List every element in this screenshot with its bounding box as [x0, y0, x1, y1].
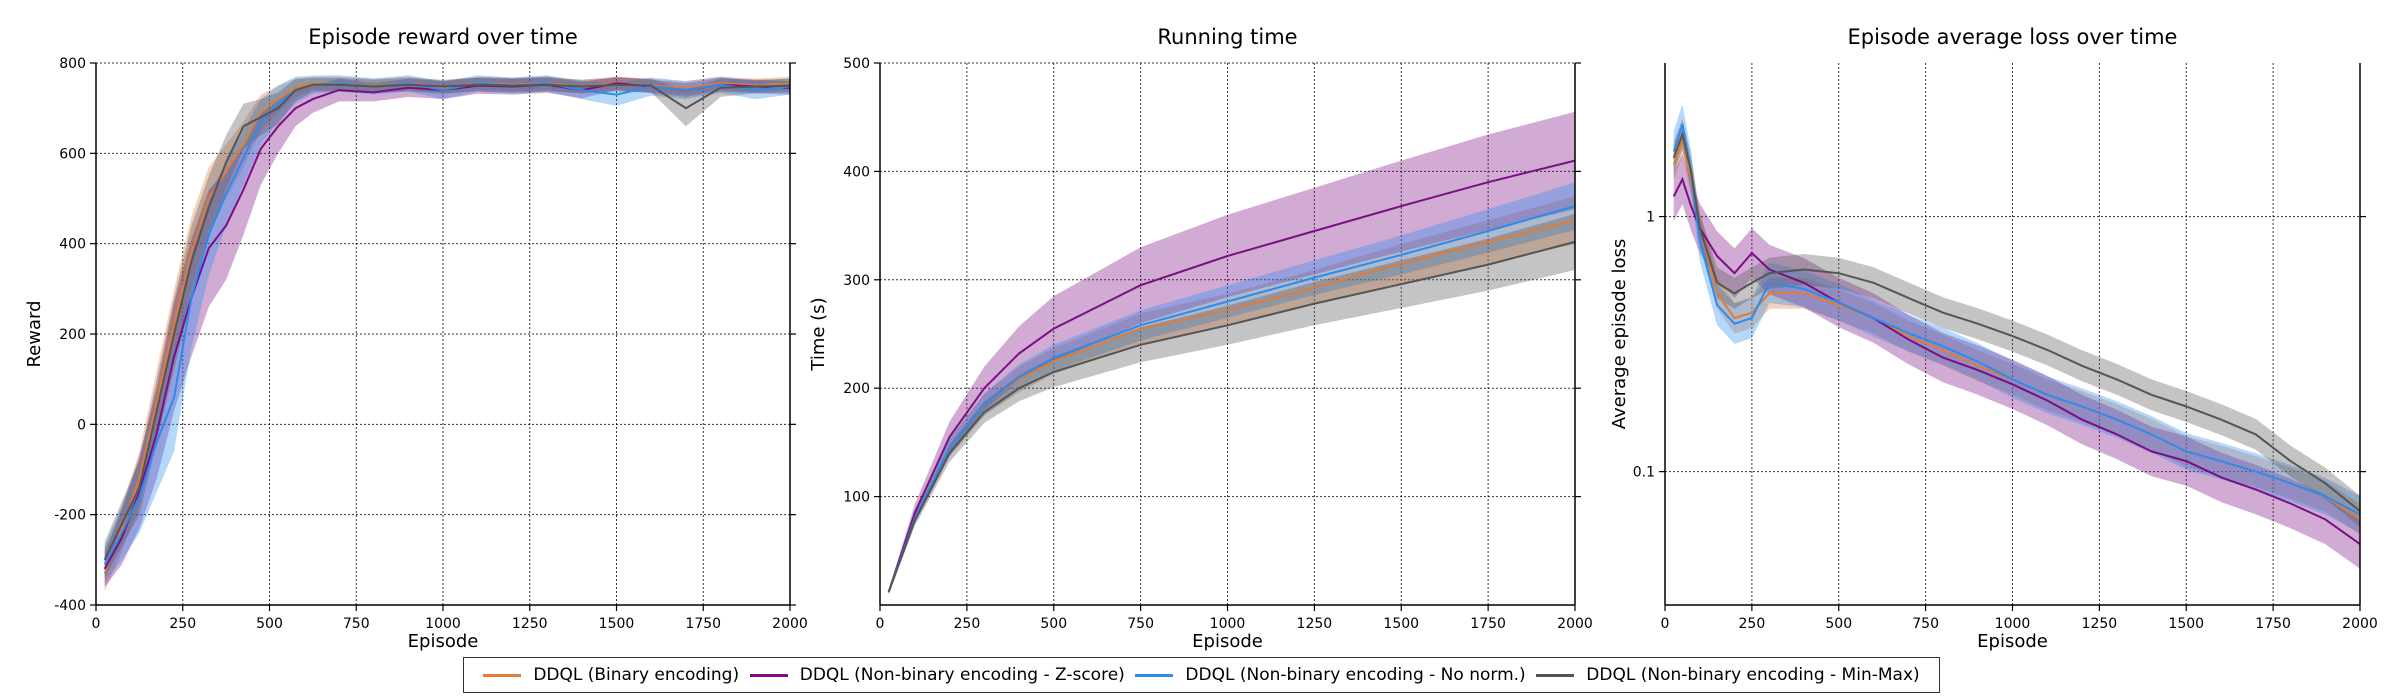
- x-tick-label-8: 2000: [1557, 616, 1593, 632]
- y-tick-label-0: -400: [54, 598, 86, 614]
- legend-item-nonorm: DDQL (Non-binary encoding - No norm.): [1135, 665, 1526, 685]
- x-tick-label-8: 2000: [2342, 616, 2378, 632]
- x-tick-label-1: 250: [169, 616, 196, 632]
- legend-swatch-nonorm: [1135, 673, 1174, 677]
- x-tick-label-4: 1000: [425, 616, 461, 632]
- band-minmax: [104, 77, 790, 578]
- chart-title: Episode reward over time: [308, 25, 578, 49]
- x-tick-label-2: 500: [1040, 616, 1067, 632]
- x-tick-label-1: 250: [954, 616, 981, 632]
- y-tick-label-3: 200: [59, 327, 86, 343]
- y-tick-label-0: 0.1: [1633, 465, 1655, 481]
- line-nonorm: [103, 82, 791, 565]
- x-tick-label-4: 1000: [1995, 616, 2031, 632]
- x-tick-label-2: 500: [256, 616, 283, 632]
- x-tick-label-7: 1750: [685, 616, 721, 632]
- band-minmax: [888, 213, 1575, 595]
- x-tick-label-5: 1250: [2082, 616, 2118, 632]
- line-nonorm: [887, 205, 1576, 593]
- band-binary: [888, 196, 1575, 595]
- band-zscore: [104, 76, 790, 587]
- x-tick-label-6: 1500: [599, 616, 635, 632]
- y-axis-label: Average episode loss: [1609, 239, 1630, 430]
- band-zscore: [888, 111, 1575, 595]
- band-binary: [1673, 124, 2360, 535]
- chart-title: Episode average loss over time: [1848, 25, 2178, 49]
- y-tick-label-1: 200: [843, 381, 870, 397]
- x-tick-label-6: 1500: [1383, 616, 1419, 632]
- y-axis-label: Time (s): [808, 297, 829, 371]
- reward-chart: 0 250 500 750 1000 1250 1500 1750 2000 -400 -200 0 2…: [24, 25, 808, 652]
- line-minmax: [1672, 130, 2361, 512]
- band-nonorm: [1673, 104, 2360, 533]
- y-tick-label-2: 0: [77, 417, 86, 433]
- band-nonorm: [888, 182, 1575, 595]
- legend-label-minmax: DDQL (Non-binary encoding - Min-Max): [1586, 665, 1920, 685]
- chart-title: Running time: [1157, 25, 1297, 49]
- band-zscore: [1673, 154, 2360, 569]
- y-tick-label-5: 600: [59, 146, 86, 162]
- x-axis-label: Episode: [1192, 631, 1263, 652]
- legend-swatch-minmax: [1536, 673, 1575, 677]
- legend: DDQL (Binary encoding) DDQL (Non-binary …: [463, 657, 1940, 693]
- line-binary: [103, 82, 791, 574]
- legend-item-binary: DDQL (Binary encoding): [483, 665, 739, 685]
- y-tick-label-1: -200: [54, 508, 86, 524]
- x-tick-label-5: 1250: [512, 616, 548, 632]
- x-tick-label-7: 1750: [2255, 616, 2291, 632]
- x-tick-label-0: 0: [876, 616, 885, 632]
- legend-label-nonorm: DDQL (Non-binary encoding - No norm.): [1185, 665, 1526, 685]
- x-tick-label-3: 750: [1912, 616, 1939, 632]
- band-binary: [104, 76, 790, 592]
- legend-label-zscore: DDQL (Non-binary encoding - Z-score): [799, 665, 1125, 685]
- line-zscore: [887, 159, 1576, 593]
- x-tick-label-5: 1250: [1297, 616, 1333, 632]
- y-tick-label-3: 400: [843, 164, 870, 180]
- y-tick-label-4: 400: [59, 237, 86, 253]
- x-tick-label-0: 0: [1661, 616, 1670, 632]
- y-tick-label-0: 100: [843, 490, 870, 506]
- band-nonorm: [104, 75, 790, 583]
- x-axis-label: Episode: [1977, 631, 2048, 652]
- x-tick-label-0: 0: [92, 616, 101, 632]
- legend-swatch-zscore: [749, 673, 788, 677]
- x-tick-label-3: 750: [1127, 616, 1154, 632]
- band-minmax: [1673, 118, 2360, 527]
- line-minmax: [887, 240, 1576, 593]
- y-axis-label: Reward: [24, 300, 45, 367]
- x-tick-label-1: 250: [1739, 616, 1766, 632]
- x-tick-label-2: 500: [1825, 616, 1852, 632]
- x-axis-label: Episode: [408, 631, 479, 652]
- y-tick-label-6: 800: [59, 56, 86, 72]
- line-minmax: [103, 83, 791, 561]
- line-nonorm: [1672, 123, 2361, 516]
- legend-swatch-binary: [483, 673, 522, 677]
- line-zscore: [1672, 176, 2361, 545]
- legend-item-zscore: DDQL (Non-binary encoding - Z-score): [749, 665, 1125, 685]
- loss-chart: 0 250 500 750 1000 1250 1500 1750 2000 0.1 1 Episod…: [1609, 25, 2378, 652]
- legend-item-minmax: DDQL (Non-binary encoding - Min-Max): [1536, 665, 1920, 685]
- y-tick-label-1: 1: [1646, 210, 1655, 226]
- x-tick-label-6: 1500: [2168, 616, 2204, 632]
- x-tick-label-7: 1750: [1470, 616, 1506, 632]
- line-zscore: [103, 82, 791, 570]
- running-time-chart: 0 250 500 750 1000 1250 1500 1750 2000 100 200 300 4…: [808, 25, 1593, 652]
- x-tick-label-8: 2000: [772, 616, 808, 632]
- y-tick-label-4: 500: [843, 56, 870, 72]
- y-tick-label-2: 300: [843, 273, 870, 289]
- x-tick-label-3: 750: [343, 616, 370, 632]
- x-tick-label-4: 1000: [1210, 616, 1246, 632]
- legend-label-binary: DDQL (Binary encoding): [533, 665, 740, 685]
